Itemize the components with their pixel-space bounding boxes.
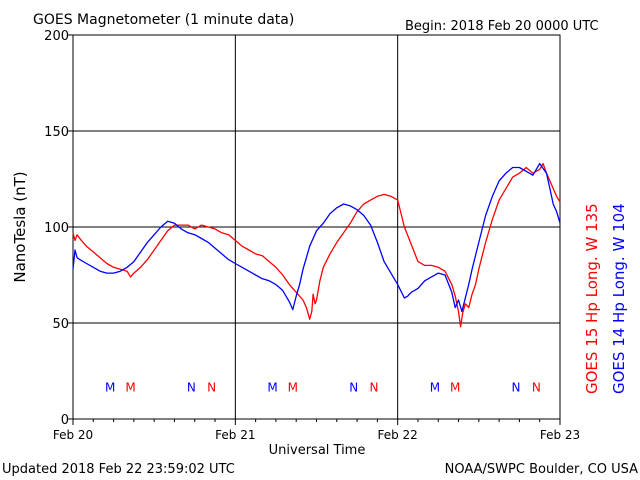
x-axis-label: Universal Time	[269, 443, 366, 458]
y-axis-ticks: 0 50 100 150 200	[44, 29, 73, 428]
annotation-n: N	[370, 380, 379, 394]
annotation-m: M	[125, 380, 135, 394]
annotation-m: M	[450, 380, 460, 394]
legend-goes14: GOES 14 Hp Long. W 104	[610, 203, 628, 394]
grid-lines	[73, 35, 560, 419]
y-tick-label: 0	[61, 413, 69, 428]
legend-goes15: GOES 15 Hp Long. W 135	[583, 203, 601, 394]
series-line-goes15	[72, 162, 561, 328]
begin-time: Begin: 2018 Feb 20 0000 UTC	[405, 19, 599, 34]
source-credit: NOAA/SWPC Boulder, CO USA	[445, 462, 638, 477]
y-tick-label: 200	[44, 29, 69, 44]
x-tick-label: Feb 21	[215, 428, 255, 442]
annotation-m: M	[105, 380, 115, 394]
x-tick-label: Feb 20	[53, 428, 93, 442]
chart-title: GOES Magnetometer (1 minute data)	[33, 12, 294, 28]
x-tick-label: Feb 23	[540, 428, 580, 442]
series-lines	[72, 162, 561, 328]
x-axis-ticks: Feb 20 Feb 21 Feb 22 Feb 23	[53, 419, 580, 442]
y-tick-label: 50	[52, 317, 69, 332]
annotation-m: M	[430, 380, 440, 394]
annotation-n: N	[512, 380, 521, 394]
annotation-m: M	[267, 380, 277, 394]
annotation-m: M	[288, 380, 298, 394]
y-tick-label: 150	[44, 125, 69, 140]
annotation-n: N	[207, 380, 216, 394]
annotation-n: N	[532, 380, 541, 394]
series-line-goes14	[72, 162, 561, 313]
annotation-n: N	[349, 380, 358, 394]
x-tick-label: Feb 22	[377, 428, 417, 442]
updated-time: Updated 2018 Feb 22 23:59:02 UTC	[2, 462, 235, 477]
y-axis-label: NanoTesla (nT)	[11, 171, 29, 282]
y-tick-label: 100	[44, 221, 69, 236]
annotation-n: N	[187, 380, 196, 394]
